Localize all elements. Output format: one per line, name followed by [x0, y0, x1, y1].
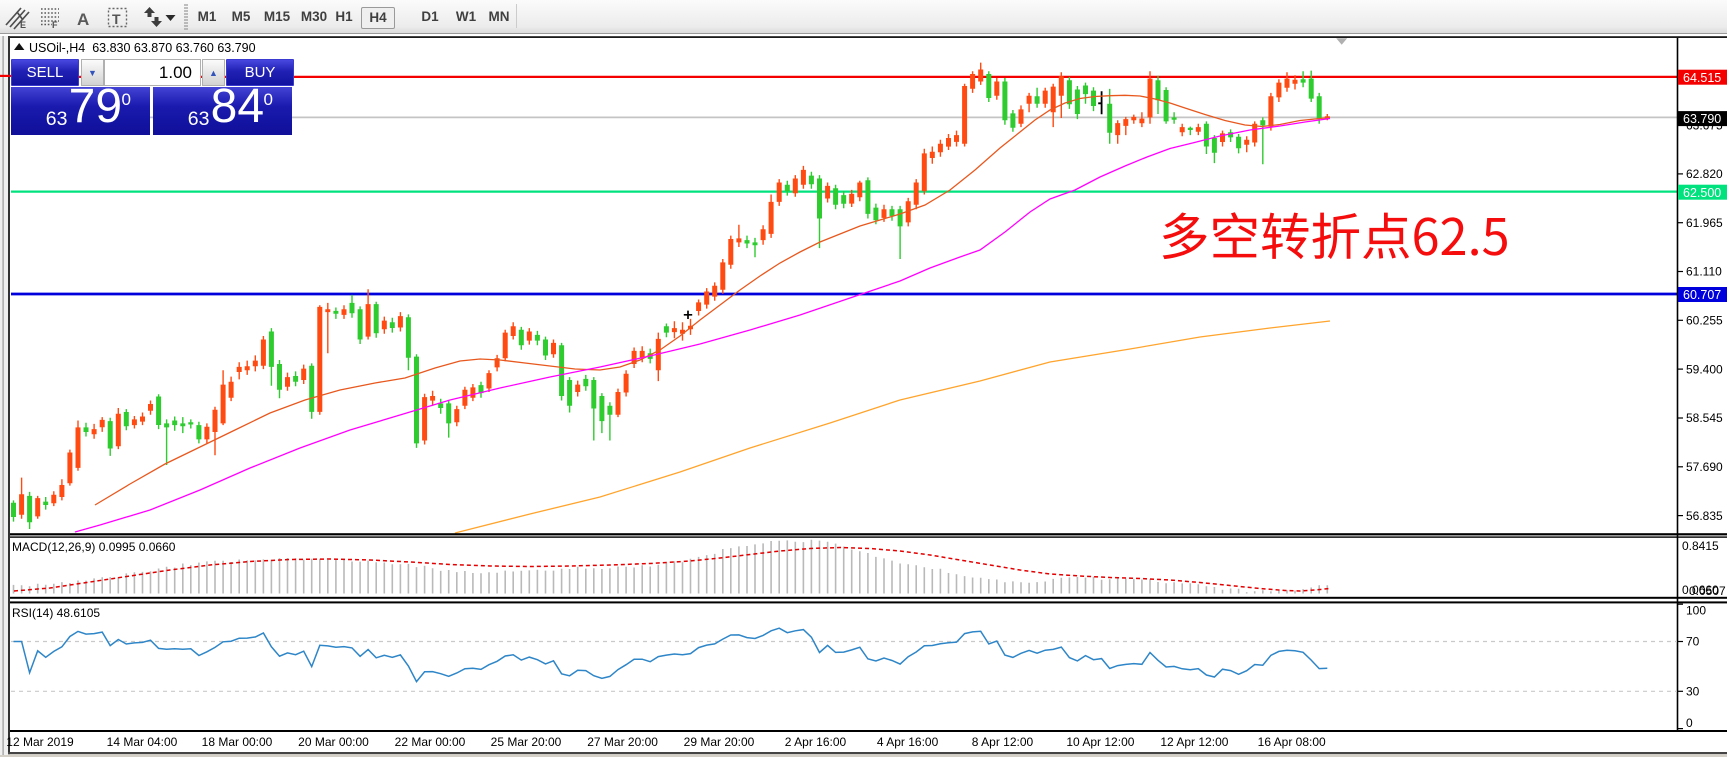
svg-text:10 Apr 12:00: 10 Apr 12:00	[1066, 735, 1134, 749]
svg-text:0: 0	[1686, 716, 1693, 730]
svg-text:0.8415: 0.8415	[1682, 539, 1719, 553]
svg-text:A: A	[77, 10, 89, 29]
svg-text:29 Mar 20:00: 29 Mar 20:00	[684, 735, 755, 749]
svg-text:E: E	[20, 20, 26, 30]
svg-text:18 Mar 00:00: 18 Mar 00:00	[202, 735, 273, 749]
svg-text:8 Apr 12:00: 8 Apr 12:00	[972, 735, 1034, 749]
svg-text:MACD(12,26,9) 0.0995 0.0660: MACD(12,26,9) 0.0995 0.0660	[12, 540, 176, 554]
svg-text:61.965: 61.965	[1686, 216, 1723, 230]
svg-text:RSI(14) 48.6105: RSI(14) 48.6105	[12, 606, 100, 620]
svg-text:0.0660: 0.0660	[1682, 583, 1719, 597]
svg-text:12 Apr 12:00: 12 Apr 12:00	[1160, 735, 1228, 749]
svg-text:57.690: 57.690	[1686, 460, 1723, 474]
svg-text:12 Mar 2019: 12 Mar 2019	[6, 735, 74, 749]
svg-text:62.500: 62.500	[1683, 186, 1721, 200]
svg-text:0.0507: 0.0507	[1689, 584, 1726, 598]
svg-text:USOil-,H4 63.830 63.870 63.76: USOil-,H4 63.830 63.870 63.760 63.790	[29, 41, 256, 55]
svg-text:16 Apr 08:00: 16 Apr 08:00	[1258, 735, 1326, 749]
svg-text:60.255: 60.255	[1686, 314, 1723, 328]
svg-text:2 Apr 16:00: 2 Apr 16:00	[785, 735, 847, 749]
svg-text:14 Mar 04:00: 14 Mar 04:00	[107, 735, 178, 749]
svg-text:100: 100	[1686, 604, 1706, 618]
svg-text:58.545: 58.545	[1686, 411, 1723, 425]
svg-text:61.110: 61.110	[1686, 265, 1722, 279]
svg-text:59.400: 59.400	[1686, 362, 1723, 376]
svg-text:63.790: 63.790	[1683, 112, 1721, 126]
svg-text:27 Mar 20:00: 27 Mar 20:00	[587, 735, 658, 749]
svg-text:60.707: 60.707	[1683, 288, 1721, 302]
svg-text:20 Mar 00:00: 20 Mar 00:00	[298, 735, 369, 749]
svg-text:4 Apr 16:00: 4 Apr 16:00	[877, 735, 939, 749]
svg-text:F: F	[52, 20, 58, 30]
svg-text:56.835: 56.835	[1686, 509, 1723, 523]
svg-text:30: 30	[1686, 685, 1700, 699]
svg-text:64.515: 64.515	[1683, 71, 1721, 85]
svg-text:T: T	[112, 11, 121, 27]
svg-text:25 Mar 20:00: 25 Mar 20:00	[491, 735, 562, 749]
svg-text:70: 70	[1686, 635, 1700, 649]
svg-text:62.820: 62.820	[1686, 167, 1723, 181]
svg-text:22 Mar 00:00: 22 Mar 00:00	[395, 735, 466, 749]
